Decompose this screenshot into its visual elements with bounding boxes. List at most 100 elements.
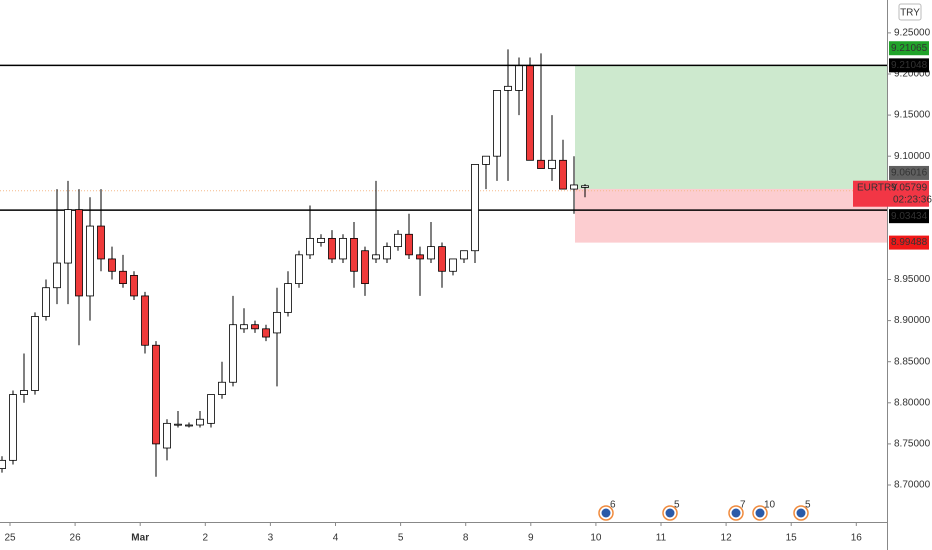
x-tick-label: 3 [268,533,274,544]
candle-body [504,85,512,91]
candle-body [97,225,105,260]
candle-body [240,324,248,330]
stop-label: 8.99488 [891,237,928,248]
event-marker-inner [665,508,675,518]
candle-body [229,324,237,383]
x-tick-label: Mar [131,533,149,544]
candle-body [152,344,160,445]
x-tick-label: 9 [528,533,534,544]
candle-body [449,258,457,272]
event-marker-inner [731,508,741,518]
candle-body [460,250,468,260]
candle-body [570,184,578,190]
candle-body [86,225,94,297]
x-tick-label: 11 [656,533,667,544]
target-zone [575,65,887,189]
candle-body [64,209,72,264]
candle-body [273,311,281,334]
event-count: 5 [674,500,680,511]
x-tick-label: 2 [203,533,209,544]
currency-box [898,3,922,21]
x-tick-label: 16 [851,533,863,544]
y-tick-label: 8.80000 [894,397,931,408]
event-count: 7 [740,500,746,511]
candle-body [174,423,182,426]
event-count: 5 [805,500,811,511]
y-tick-label: 8.75000 [894,439,931,450]
stop-label-box [889,235,929,250]
candle-body [295,254,303,285]
entry-label-box [889,165,929,180]
candle-body [328,237,336,260]
event-count: 10 [764,500,776,511]
symbol: EURTRY [857,182,898,193]
candle-body [42,287,50,317]
candle-body [284,283,292,313]
candle-body [471,164,479,252]
last-price-label: 9.05799 [891,182,928,193]
y-tick-label: 8.90000 [894,315,931,326]
x-tick-label: 10 [590,533,602,544]
y-tick-label: 8.70000 [894,480,931,491]
line-label: 9.03434 [891,211,928,222]
event-count: 6 [610,500,616,511]
candle-body [372,254,380,260]
event-marker-inner [755,508,765,518]
target-label: 9.21065 [891,43,928,54]
candle-body [0,459,6,469]
candle-body [515,65,523,91]
candle-body [383,246,391,260]
candle-body [581,185,589,188]
candle-body [75,209,83,297]
candle-body [537,159,545,169]
candle-body [438,246,446,272]
candle-body [218,381,226,395]
x-tick-label: 8 [463,533,469,544]
candle-body [482,155,490,165]
entry-label: 9.06016 [891,168,928,179]
candle-body [163,422,171,449]
candle-body [119,270,127,285]
candle-body [548,159,556,169]
target-label-box [889,41,929,56]
candle-body [130,274,138,297]
candle-body [427,246,435,260]
event-marker-inner [601,508,611,518]
candle-body [339,237,347,260]
candle-body [196,418,204,426]
y-tick-label: 8.85000 [894,356,931,367]
candle-body [405,233,413,256]
x-tick-label: 5 [398,533,404,544]
candle-body [53,262,61,289]
currency: TRY [900,8,920,19]
candle-body [141,295,149,346]
x-tick-label: 12 [721,533,733,544]
candle-body [20,390,28,395]
candle-body [317,237,325,243]
candle-body [350,237,358,272]
candle-body [306,237,314,256]
candle-body [9,394,17,461]
last-price-box [853,180,929,207]
x-tick-label: 25 [4,533,16,544]
line-label-box [889,58,929,73]
candle-body [31,316,39,391]
y-tick-label: 9.15000 [894,110,931,121]
y-tick-label: 9.20000 [894,69,931,80]
candle-body [416,254,424,260]
y-tick-label: 9.25000 [894,28,931,39]
line-label-box [889,209,929,224]
candle-body [526,65,534,161]
event-marker-inner [796,508,806,518]
candle-body [207,394,215,424]
x-tick-label: 15 [786,533,798,544]
countdown: 02:23:36 [893,194,932,205]
candle-body [361,250,369,285]
y-tick-label: 9.10000 [894,151,931,162]
candle-body [185,424,193,427]
candle-body [108,258,116,272]
candle-body [262,328,270,338]
y-tick-label: 8.95000 [894,274,931,285]
